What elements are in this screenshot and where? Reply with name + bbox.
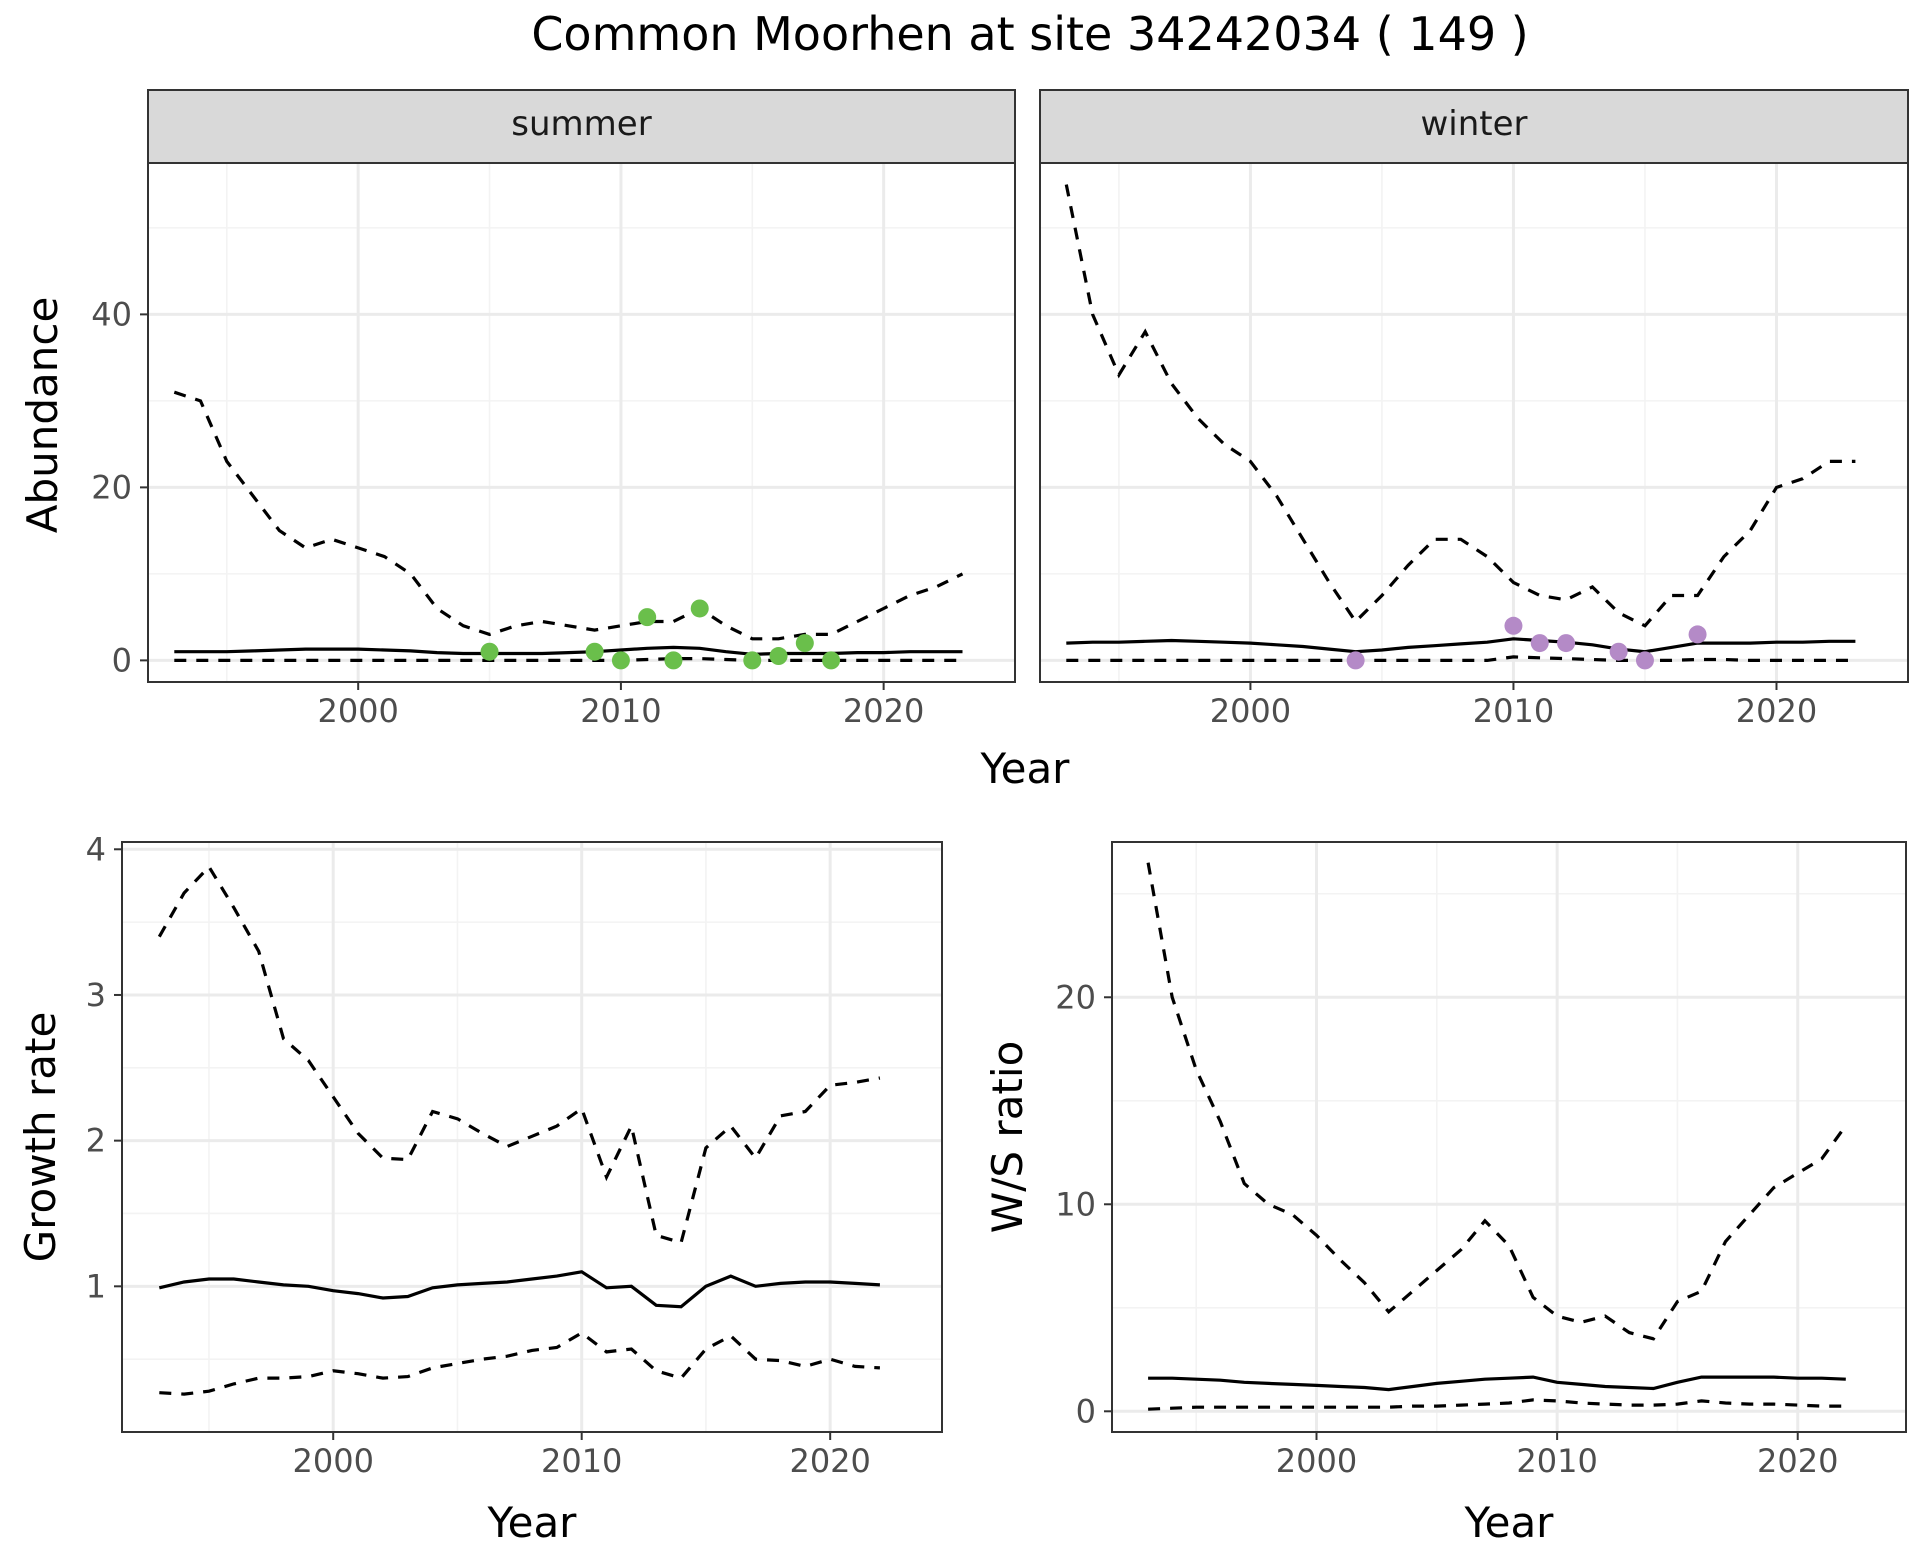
panel-border <box>1111 841 1907 1433</box>
panel-border <box>121 841 943 1433</box>
figure-title: Common Moorhen at site 34242034 ( 149 ) <box>531 7 1528 61</box>
upper-line <box>173 390 964 641</box>
observed-point <box>1688 625 1707 644</box>
facet-strip <box>1039 89 1909 164</box>
upper-line <box>157 864 881 1245</box>
abundance-x-axis-title: Year <box>980 744 1071 793</box>
facet-strip-label: summer <box>511 104 651 144</box>
facet-strip <box>147 89 1016 164</box>
abundance-summer-panel: 2000 2010 2020 0 20 40 summer <box>91 89 1016 730</box>
y-tick-label: 0 <box>112 641 132 679</box>
estimate-line <box>1148 1375 1846 1392</box>
lower-line <box>1148 1398 1846 1411</box>
observed-point <box>611 651 630 670</box>
estimate-line <box>1066 637 1856 654</box>
abundance-y-axis-title: Abundance <box>18 297 67 534</box>
y-tick-label: 1 <box>86 1267 106 1305</box>
ws-ratio-panel: 2000 2010 2020 0 10 20 Year W/S ratio <box>983 841 1907 1547</box>
estimate-line <box>158 1270 880 1309</box>
y-axis-title: Growth rate <box>16 1012 65 1263</box>
y-tick-label: 20 <box>91 468 132 506</box>
y-tick-label: 10 <box>1055 1185 1096 1223</box>
observed-point <box>822 651 841 670</box>
observed-point <box>1609 642 1628 661</box>
x-tick-label: 2010 <box>541 1442 622 1480</box>
x-tick-label: 2020 <box>789 1442 870 1480</box>
observed-point <box>1530 634 1549 653</box>
x-tick-label: 2020 <box>843 692 924 730</box>
y-tick-label: 0 <box>1076 1392 1096 1430</box>
observed-point <box>638 608 657 627</box>
upper-line <box>1064 184 1856 628</box>
lower-line <box>159 1330 880 1396</box>
x-tick-label: 2000 <box>317 692 398 730</box>
x-tick-label: 2020 <box>1757 1442 1838 1480</box>
observed-point <box>743 651 762 670</box>
y-tick-label: 20 <box>1055 978 1096 1016</box>
observed-point <box>1635 651 1654 670</box>
observed-point <box>1346 651 1365 670</box>
x-tick-label: 2020 <box>1736 692 1817 730</box>
x-tick-label: 2000 <box>1210 692 1291 730</box>
x-tick-label: 2000 <box>1276 1442 1357 1480</box>
abundance-winter-panel: 2000 2010 2020 winter <box>1039 89 1909 730</box>
y-tick-label: 40 <box>91 295 132 333</box>
x-axis-title: Year <box>487 1498 578 1547</box>
x-tick-label: 2010 <box>1516 1442 1597 1480</box>
y-axis-title: W/S ratio <box>983 1041 1032 1234</box>
observed-point <box>480 642 499 661</box>
y-tick-label: 3 <box>86 976 106 1014</box>
observed-point <box>585 642 604 661</box>
observed-point <box>1504 616 1523 635</box>
observed-point <box>690 599 709 618</box>
observed-point <box>795 634 814 653</box>
observed-point <box>1557 634 1576 653</box>
x-axis-title: Year <box>1464 1498 1555 1547</box>
x-tick-label: 2010 <box>1473 692 1554 730</box>
observed-point <box>664 651 683 670</box>
observed-point <box>769 647 788 666</box>
facet-strip-label: winter <box>1420 104 1527 144</box>
growth-rate-panel: 2000 2010 2020 1 2 3 4 Year Growth rate <box>16 830 943 1547</box>
upper-line <box>1146 862 1848 1341</box>
y-tick-label: 2 <box>86 1122 106 1160</box>
x-tick-label: 2010 <box>580 692 661 730</box>
y-tick-label: 4 <box>86 830 106 868</box>
x-tick-label: 2000 <box>292 1442 373 1480</box>
